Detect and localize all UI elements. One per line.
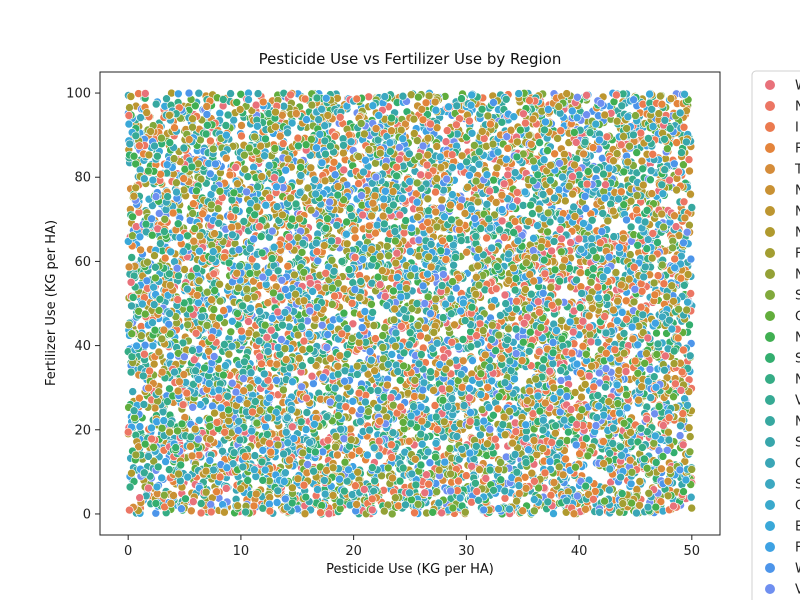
- data-point: [272, 498, 282, 507]
- data-point: [286, 90, 295, 100]
- data-point: [275, 131, 285, 141]
- data-point: [144, 483, 153, 493]
- data-point: [672, 138, 681, 147]
- data-point: [511, 427, 521, 436]
- data-point: [686, 492, 696, 502]
- data-point: [498, 420, 508, 429]
- data-point: [657, 260, 667, 270]
- data-point: [487, 243, 497, 253]
- data-point: [329, 158, 339, 167]
- data-point: [678, 440, 688, 450]
- data-point: [608, 206, 618, 216]
- data-point: [148, 341, 158, 351]
- data-point: [621, 296, 631, 306]
- data-point: [500, 290, 510, 300]
- data-point: [585, 128, 595, 137]
- data-point: [560, 150, 569, 159]
- data-point: [558, 172, 567, 182]
- data-point: [364, 92, 374, 102]
- data-point: [283, 261, 293, 271]
- data-point: [125, 103, 134, 112]
- data-point: [297, 248, 307, 257]
- points-layer: [123, 88, 697, 519]
- data-point: [237, 131, 246, 141]
- data-point: [462, 247, 471, 257]
- data-point: [180, 265, 189, 274]
- data-point: [317, 320, 327, 330]
- data-point: [556, 376, 566, 385]
- data-point: [637, 156, 647, 166]
- data-point: [237, 121, 246, 130]
- data-point: [339, 148, 348, 158]
- data-point: [405, 247, 415, 256]
- data-point: [267, 313, 277, 323]
- data-point: [423, 447, 433, 457]
- data-point: [288, 422, 297, 432]
- data-point: [161, 457, 170, 466]
- data-point: [456, 236, 466, 245]
- data-point: [196, 499, 206, 508]
- data-point: [606, 199, 615, 209]
- chart-title: Pesticide Use vs Fertilizer Use by Regio…: [259, 50, 562, 68]
- data-point: [685, 432, 695, 441]
- data-point: [250, 132, 259, 142]
- data-point: [124, 320, 134, 330]
- data-point: [626, 222, 636, 232]
- data-point: [194, 415, 204, 425]
- data-point: [395, 143, 404, 152]
- data-point: [185, 304, 195, 314]
- data-point: [218, 446, 227, 456]
- data-point: [128, 387, 137, 396]
- data-point: [637, 286, 647, 296]
- data-point: [460, 507, 470, 517]
- data-point: [194, 88, 204, 98]
- data-point: [397, 322, 406, 331]
- data-point: [127, 253, 136, 262]
- data-point: [424, 206, 433, 215]
- data-point: [405, 328, 415, 338]
- data-point: [231, 387, 241, 397]
- data-point: [388, 473, 397, 483]
- data-point: [226, 89, 235, 98]
- data-point: [555, 225, 565, 234]
- data-point: [687, 503, 697, 513]
- data-point: [535, 138, 544, 147]
- data-point: [652, 328, 661, 338]
- data-point: [347, 406, 357, 416]
- data-point: [363, 450, 372, 460]
- data-point: [445, 234, 455, 243]
- data-point: [215, 109, 225, 118]
- data-point: [124, 119, 134, 129]
- data-point: [196, 400, 205, 409]
